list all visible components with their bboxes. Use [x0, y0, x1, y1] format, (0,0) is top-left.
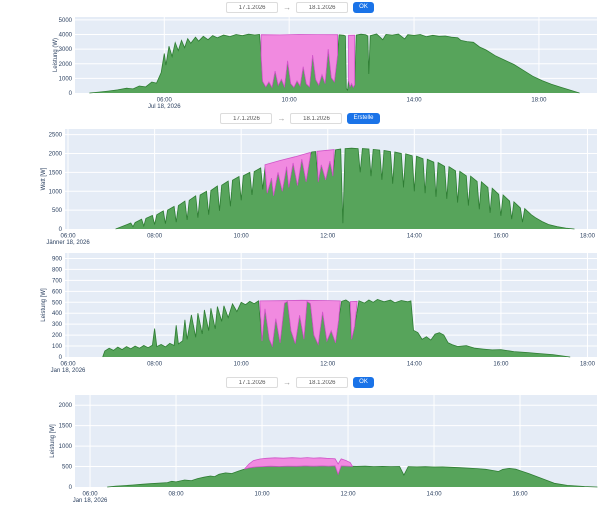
y-tick-label: 1000	[59, 444, 73, 450]
x-tick-label: 12:00	[341, 492, 357, 498]
x-tick-label: 16:00	[513, 492, 529, 498]
date-to-input-3[interactable]	[296, 377, 349, 388]
y-tick-label: 500	[62, 465, 73, 471]
x-date-label: Jänner 18, 2026	[46, 240, 90, 245]
y-tick-label: 2000	[49, 152, 63, 158]
x-tick-label: 14:00	[407, 98, 423, 104]
x-date-label: Jan 18, 2026	[73, 498, 108, 504]
x-tick-label: 10:00	[234, 362, 250, 368]
x-tick-label: 14:00	[407, 234, 423, 240]
series-highlight-band-1	[260, 34, 338, 89]
y-tick-label: 0	[59, 227, 63, 233]
y-tick-label: 200	[52, 333, 63, 339]
date-range-controls-1: → OK	[0, 0, 600, 14]
x-tick-label: 14:00	[407, 362, 423, 368]
date-to-input-1[interactable]	[296, 2, 349, 13]
series-highlight-band-2	[349, 300, 358, 340]
y-tick-label: 500	[52, 300, 63, 306]
x-tick-label: 16:00	[493, 234, 509, 240]
y-tick-label: 1000	[49, 189, 63, 195]
arrow-right-icon: →	[283, 3, 292, 12]
y-axis-title: Leistung [W]	[41, 288, 47, 322]
y-tick-label: 5000	[59, 18, 73, 24]
x-tick-label: 18:00	[531, 98, 547, 104]
y-tick-label: 1000	[59, 76, 73, 82]
ok-button-1[interactable]: OK	[353, 2, 374, 13]
date-from-input-1[interactable]	[226, 2, 279, 13]
y-tick-label: 3000	[59, 47, 73, 53]
y-tick-label: 100	[52, 344, 63, 350]
date-range-controls-2: → Erstelle	[0, 109, 600, 127]
series-highlight-band-1	[259, 299, 341, 348]
y-tick-label: 400	[52, 311, 63, 317]
x-tick-label: 10:00	[255, 492, 271, 498]
series-pv-production	[102, 299, 571, 357]
y-tick-label: 500	[52, 208, 63, 214]
arrow-right-icon: →	[283, 378, 292, 387]
x-tick-label: 06:00	[61, 362, 77, 368]
arrow-right-icon: →	[277, 114, 286, 123]
y-tick-label: 600	[52, 289, 63, 295]
date-from-input-3[interactable]	[226, 377, 279, 388]
y-tick-label: 2000	[59, 62, 73, 68]
y-tick-label: 2500	[49, 133, 63, 139]
x-tick-label: 08:00	[147, 362, 163, 368]
x-tick-label: 14:00	[427, 492, 443, 498]
series-pv-production	[115, 148, 575, 229]
x-date-label: Jan 18, 2026	[51, 368, 86, 373]
y-tick-label: 0	[69, 485, 73, 491]
x-tick-label: 12:00	[320, 362, 336, 368]
date-to-input-2[interactable]	[290, 113, 343, 124]
x-tick-label: 16:00	[493, 362, 509, 368]
y-tick-label: 2000	[59, 403, 73, 409]
series-pv-production	[89, 34, 580, 93]
y-tick-label: 4000	[59, 33, 73, 39]
x-tick-label: 06:00	[83, 492, 99, 498]
series-pv-production-line	[115, 147, 575, 230]
x-tick-label: 06:00	[61, 234, 77, 240]
series-highlight-band-2	[348, 34, 356, 89]
x-date-label: Jul 18, 2026	[148, 104, 181, 109]
y-tick-label: 1500	[49, 170, 63, 176]
y-axis-title: Watt [W]	[41, 167, 47, 190]
y-tick-label: 700	[52, 278, 63, 284]
x-tick-label: 10:00	[282, 98, 298, 104]
y-tick-label: 0	[69, 91, 73, 97]
y-tick-label: 300	[52, 322, 63, 328]
x-tick-label: 08:00	[169, 492, 185, 498]
ok-button-3[interactable]: OK	[353, 377, 374, 388]
y-tick-label: 900	[52, 256, 63, 262]
x-tick-label: 08:00	[147, 234, 163, 240]
series-highlight-band-1	[244, 457, 353, 476]
x-tick-label: 12:00	[320, 234, 336, 240]
series-highlight-band-2	[316, 149, 335, 182]
y-axis-title: Leistung [W]	[50, 424, 56, 458]
x-tick-label: 18:00	[580, 234, 596, 240]
x-tick-label: 10:00	[234, 234, 250, 240]
y-tick-label: 1500	[59, 424, 73, 430]
series-highlight-band-1	[264, 151, 311, 196]
x-tick-label: 18:00	[580, 362, 596, 368]
date-range-controls-3: → OK	[0, 373, 600, 391]
y-tick-label: 800	[52, 267, 63, 273]
y-tick-label: 0	[59, 355, 63, 361]
erstelle-button[interactable]: Erstelle	[347, 113, 380, 124]
date-from-input-2[interactable]	[220, 113, 273, 124]
series-pv-production	[107, 465, 598, 487]
x-tick-label: 06:00	[157, 98, 173, 104]
y-axis-title: Leistung (W)	[53, 38, 59, 72]
